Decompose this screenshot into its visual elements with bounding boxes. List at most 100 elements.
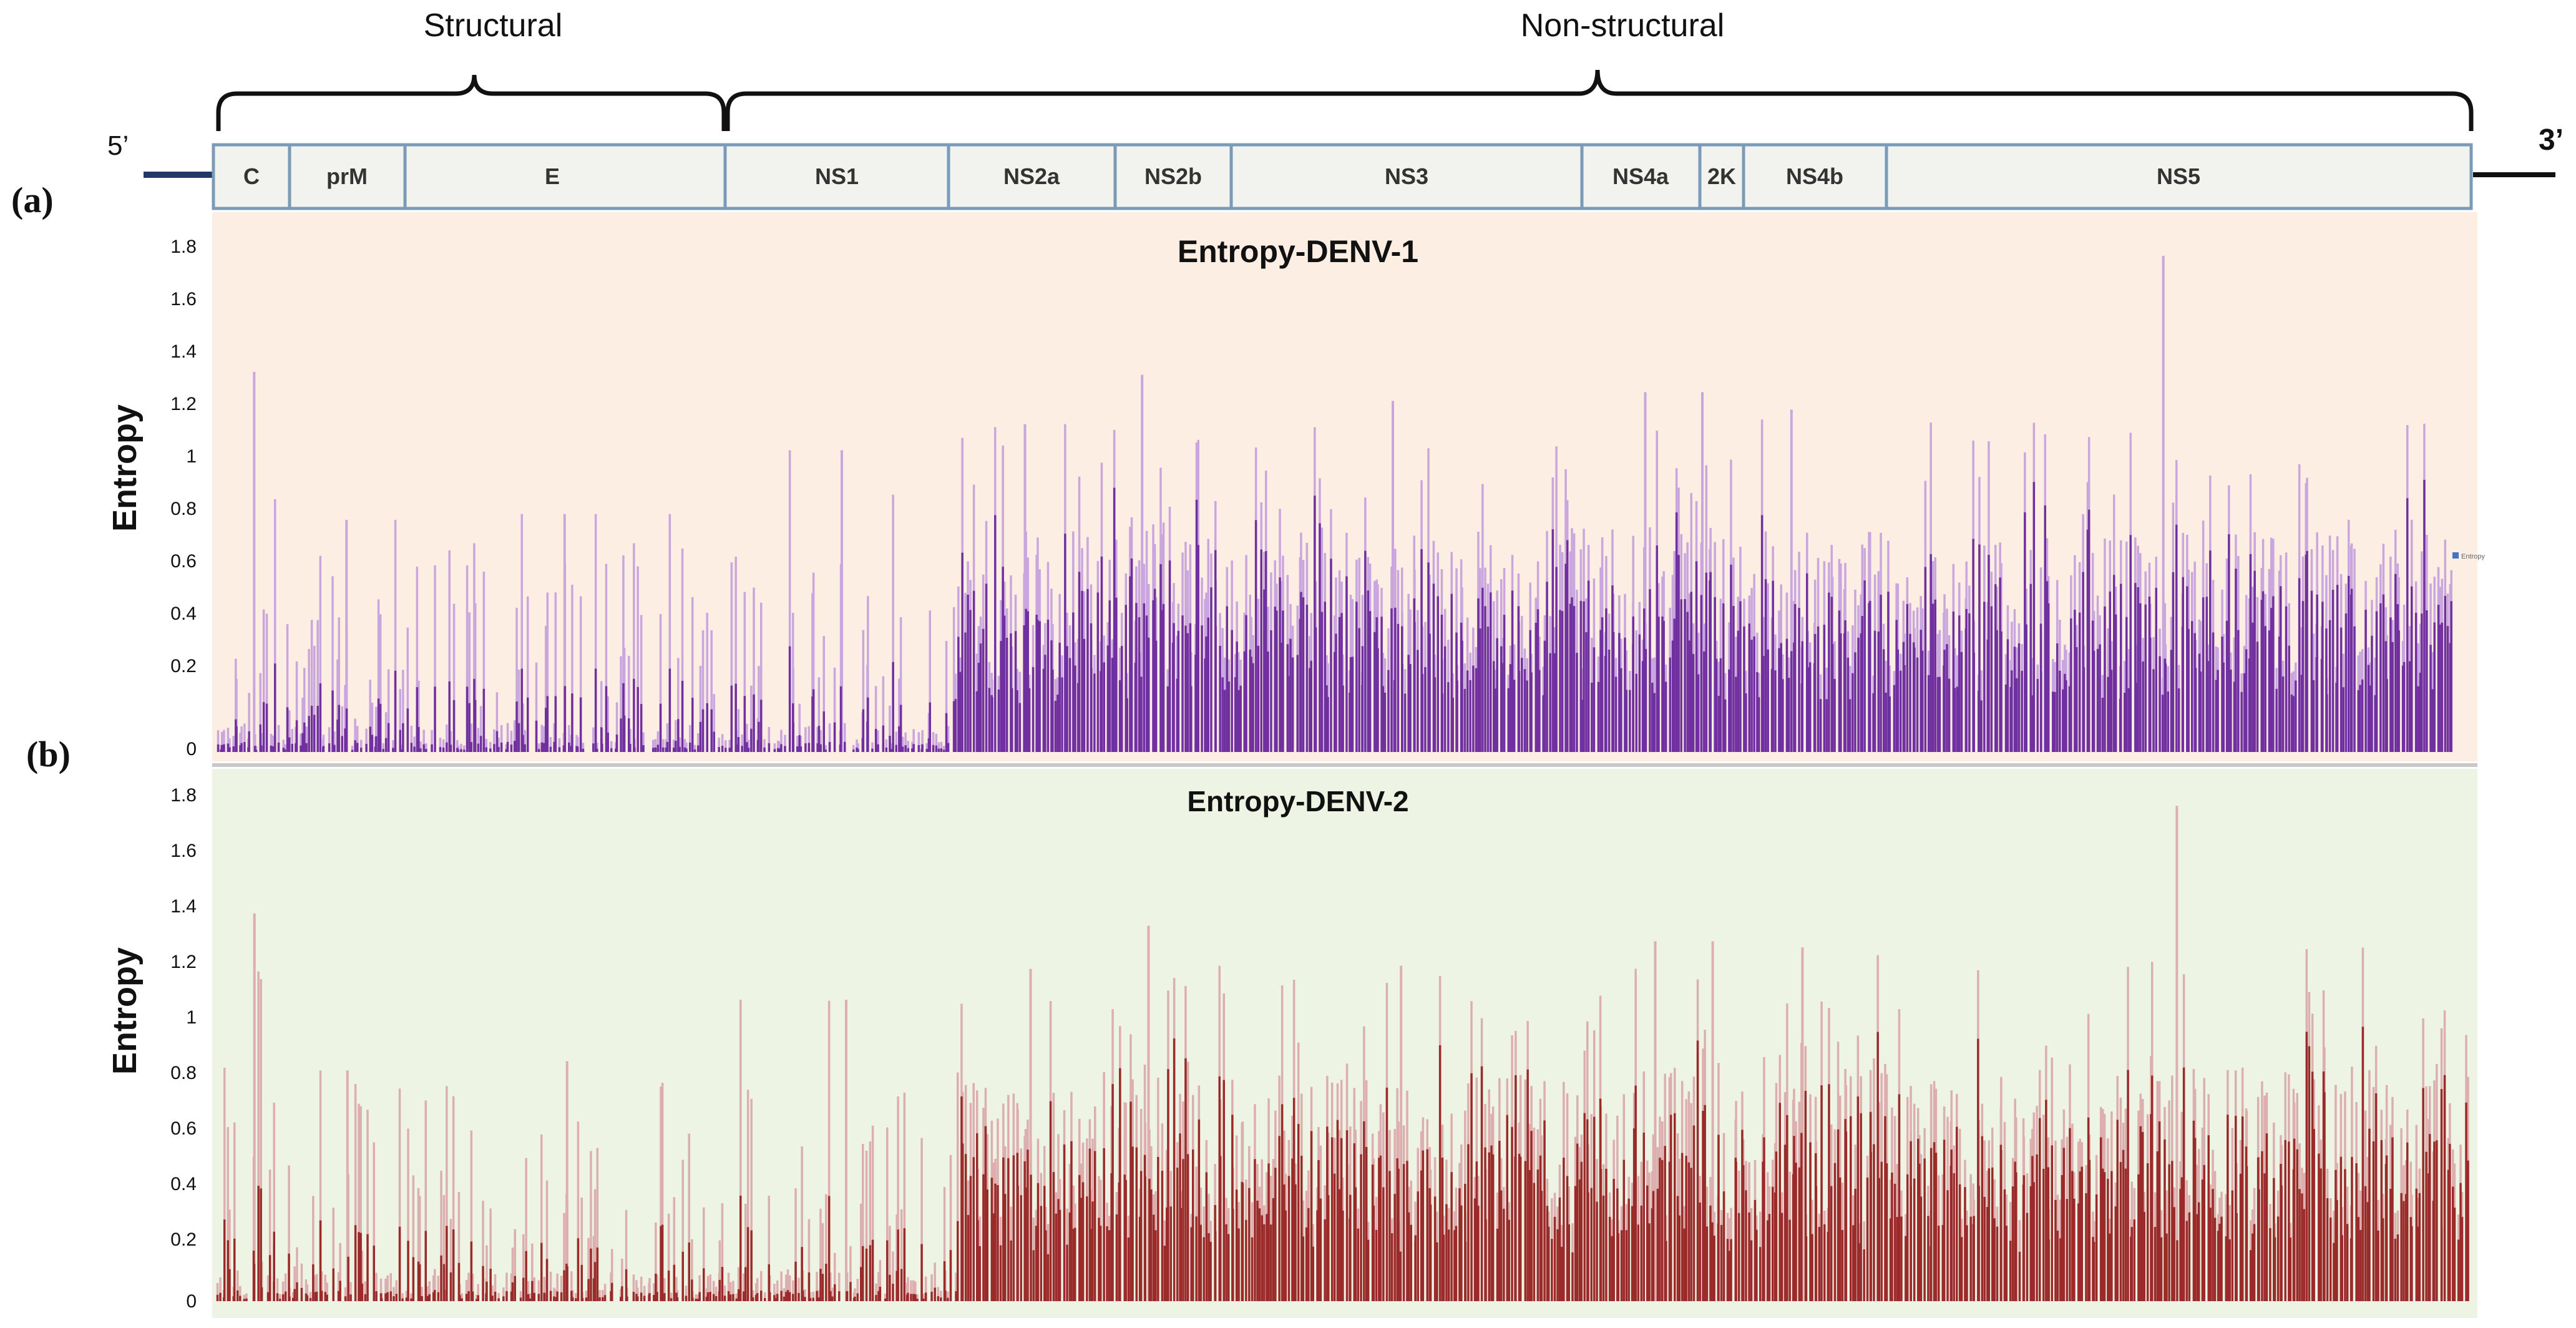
entropy-bar xyxy=(1106,645,1110,752)
entropy-bar xyxy=(1159,564,1162,752)
entropy-bar xyxy=(922,1298,925,1301)
entropy-bar xyxy=(2180,1177,2183,1301)
entropy-bar xyxy=(306,1295,309,1301)
entropy-bar-peak xyxy=(416,567,419,752)
entropy-bar xyxy=(1739,601,1742,752)
entropy-bar-peak xyxy=(812,572,815,752)
entropy-bar xyxy=(319,683,322,752)
entropy-bar xyxy=(2164,1139,2166,1301)
genome-map: Structural Non-structural 5’ 3’ C prM E … xyxy=(107,7,2564,210)
entropy-bar xyxy=(2054,691,2056,752)
entropy-bar xyxy=(553,1296,555,1301)
entropy-bar xyxy=(1119,1068,1121,1301)
entropy-bar xyxy=(437,1292,440,1301)
entropy-bar xyxy=(1635,673,1637,752)
entropy-bar xyxy=(1958,615,1961,752)
entropy-bar xyxy=(308,716,310,752)
entropy-bar xyxy=(1697,674,1700,752)
entropy-bar xyxy=(253,1264,256,1301)
entropy-bar xyxy=(1526,1069,1529,1301)
entropy-bar xyxy=(1441,1158,1444,1301)
entropy-bar xyxy=(927,738,930,752)
entropy-bar xyxy=(1887,592,1890,752)
entropy-bar xyxy=(344,1296,347,1301)
entropy-bar xyxy=(1941,1224,1944,1301)
entropy-bar-peak xyxy=(798,1277,800,1301)
entropy-bar-peak xyxy=(886,1127,889,1301)
entropy-bar xyxy=(554,696,557,752)
entropy-bar-peak xyxy=(495,692,499,752)
entropy-bar xyxy=(903,1228,906,1301)
entropy-bar-peak xyxy=(537,743,540,752)
entropy-bar xyxy=(2070,618,2072,752)
entropy-bar xyxy=(670,1298,673,1301)
entropy-bar xyxy=(1966,1225,1968,1301)
entropy-bars-layer xyxy=(217,479,2452,752)
entropy-bar xyxy=(1443,646,1447,752)
entropy-bar xyxy=(1778,648,1780,752)
entropy-bar xyxy=(1335,633,1337,752)
entropy-bar-peak xyxy=(303,668,306,752)
entropy-bar xyxy=(471,1291,474,1301)
entropy-bar xyxy=(706,1292,710,1301)
entropy-bar xyxy=(1767,649,1769,752)
y-tick-label: 0.8 xyxy=(170,1063,197,1083)
entropy-bar xyxy=(1420,549,1423,752)
entropy-bar xyxy=(712,1294,715,1301)
entropy-bar xyxy=(1530,1131,1533,1301)
entropy-bar-peak xyxy=(377,599,380,752)
entropy-bar xyxy=(1553,653,1556,752)
entropy-bar xyxy=(219,1292,222,1301)
entropy-max-peak-NS2a xyxy=(1023,424,1027,752)
entropy-bar-peak xyxy=(540,725,543,752)
entropy-bar xyxy=(1820,1085,1823,1301)
entropy-bar xyxy=(457,1262,461,1301)
entropy-bar xyxy=(2107,1179,2109,1301)
entropy-bar xyxy=(546,696,549,752)
entropy-bar xyxy=(877,1291,880,1301)
entropy-bar xyxy=(1641,661,1644,752)
entropy-bar xyxy=(972,1157,975,1301)
y-tick-label: 0.2 xyxy=(170,656,197,676)
entropy-bar xyxy=(2292,696,2295,752)
entropy-bar xyxy=(260,1188,262,1301)
entropy-bar xyxy=(1241,1183,1244,1301)
entropy-bar xyxy=(389,1291,392,1301)
entropy-bar xyxy=(1016,690,1018,752)
three-prime-label: 3’ xyxy=(2539,124,2564,157)
entropy-bar xyxy=(1139,1171,1143,1301)
entropy-bar xyxy=(1735,1161,1737,1301)
entropy-bar xyxy=(1179,1208,1183,1301)
entropy-bar xyxy=(943,1261,946,1301)
y-tick-label: 1.2 xyxy=(170,394,197,414)
entropy-bar-peak xyxy=(470,723,473,752)
entropy-bar xyxy=(386,1292,389,1301)
entropy-bar xyxy=(2334,1169,2337,1301)
entropy-bar xyxy=(494,1291,497,1301)
entropy-bar xyxy=(1772,1186,1774,1301)
entropy-bar xyxy=(892,662,894,752)
gene-box-NS5: NS5 xyxy=(1885,143,2473,210)
entropy-bar xyxy=(2201,1179,2204,1301)
entropy-bar xyxy=(1140,676,1143,752)
entropy-bar xyxy=(2298,578,2301,752)
entropy-bar xyxy=(2087,509,2091,752)
entropy-bar xyxy=(2461,1217,2464,1301)
entropy-bar-peak xyxy=(525,1158,527,1301)
entropy-bar xyxy=(2207,661,2209,752)
entropy-bar xyxy=(2272,596,2275,752)
entropy-bar xyxy=(1676,1196,1679,1301)
entropy-bar xyxy=(743,696,746,752)
entropy-bar xyxy=(248,731,250,752)
entropy-bar xyxy=(284,749,286,752)
chart-denv2-bars xyxy=(216,806,2469,1302)
entropy-bar xyxy=(2364,610,2367,752)
chart-denv1-title: Entropy-DENV-1 xyxy=(1178,234,1418,269)
entropy-bar xyxy=(293,1289,296,1301)
entropy-bar xyxy=(1339,1189,1341,1301)
entropy-bar xyxy=(2212,632,2215,752)
entropy-bar xyxy=(2446,626,2449,752)
entropy-bar xyxy=(1382,686,1384,752)
entropy-bar xyxy=(666,741,669,752)
entropy-bar xyxy=(1203,1237,1205,1301)
